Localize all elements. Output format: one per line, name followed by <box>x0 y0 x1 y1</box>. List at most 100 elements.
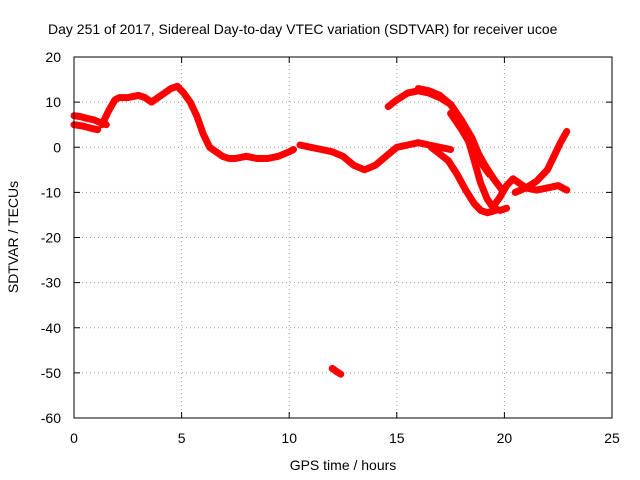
data-point <box>544 166 551 173</box>
data-point <box>111 96 118 103</box>
data-series-track-11 <box>328 364 345 378</box>
data-point <box>404 90 411 97</box>
data-point <box>135 92 142 99</box>
data-point <box>462 187 469 194</box>
data-point <box>484 196 491 203</box>
data-point <box>516 180 523 187</box>
data-point <box>98 121 105 128</box>
grid-layer <box>74 57 612 418</box>
data-point <box>415 85 422 92</box>
x-tick-label: 0 <box>70 430 78 446</box>
data-point <box>340 153 346 160</box>
data-point <box>232 155 239 162</box>
y-tick-label: -10 <box>41 184 61 200</box>
data-point <box>318 146 325 153</box>
y-tick-label: -60 <box>41 410 61 426</box>
data-point <box>533 187 540 194</box>
data-point <box>471 200 478 207</box>
data-point <box>77 113 84 120</box>
data-point <box>79 123 86 130</box>
data-point <box>337 371 344 378</box>
y-tick-label: -20 <box>41 230 61 246</box>
data-point <box>253 155 260 162</box>
y-tick-label: -30 <box>41 275 61 291</box>
ticks-layer: 0 5 10 15 20 25 -60 -50 -40 -30 -20 -10 0 10 20 <box>41 49 620 446</box>
data-point <box>206 144 213 151</box>
chart-title: Day 251 of 2017, Sidereal Day-to-day VTE… <box>48 21 558 37</box>
data-point <box>180 90 187 97</box>
x-tick-label: 25 <box>604 430 620 446</box>
data-point <box>105 108 112 115</box>
data-point <box>307 144 314 151</box>
data-point <box>200 130 207 137</box>
x-tick-label: 10 <box>281 430 297 446</box>
data-point <box>533 178 540 185</box>
y-axis-label: SDTVAR / TECUs <box>5 181 21 293</box>
data-point <box>555 182 562 189</box>
data-point <box>510 175 517 182</box>
data-point <box>361 166 368 173</box>
data-series-track-4 <box>296 139 455 174</box>
y-tick-label: -50 <box>41 365 61 381</box>
y-tick-label: 10 <box>45 94 61 110</box>
data-point <box>490 175 497 182</box>
data-point <box>404 141 411 148</box>
data-point <box>454 171 461 178</box>
data-point <box>484 209 491 216</box>
data-point <box>264 155 271 162</box>
data-point <box>154 94 161 101</box>
data-point <box>503 205 510 212</box>
data-point <box>426 87 433 94</box>
data-point <box>290 146 297 153</box>
y-tick-label: 0 <box>53 139 61 155</box>
data-point <box>286 148 293 155</box>
data-point <box>174 83 181 90</box>
data-point <box>148 99 155 106</box>
data-point <box>497 193 504 200</box>
points-layer <box>70 82 571 378</box>
data-point <box>142 94 149 101</box>
y-tick-label: 20 <box>45 49 61 65</box>
data-point <box>333 368 340 375</box>
data-point <box>486 171 493 178</box>
data-point <box>116 94 123 101</box>
data-point <box>83 115 90 122</box>
data-point <box>522 184 529 191</box>
data-point <box>243 153 250 160</box>
series-trace <box>70 121 102 134</box>
data-point <box>447 110 454 117</box>
x-tick-label: 5 <box>178 430 186 446</box>
data-point <box>477 180 484 187</box>
data-point <box>94 126 101 133</box>
data-point <box>329 365 336 372</box>
data-point <box>161 90 168 97</box>
data-point <box>124 94 131 101</box>
data-series-track-10 <box>511 128 571 196</box>
x-axis-label: GPS time / hours <box>290 457 397 473</box>
data-point <box>393 96 400 103</box>
data-point <box>167 85 174 92</box>
data-point <box>193 112 200 119</box>
data-point <box>445 157 452 164</box>
data-point <box>436 151 443 158</box>
data-point <box>469 144 476 151</box>
data-point <box>225 155 232 162</box>
data-point <box>428 144 435 151</box>
data-point <box>550 153 557 160</box>
data-point <box>563 187 570 194</box>
data-point <box>447 101 454 108</box>
data-point <box>479 162 486 169</box>
data-point <box>187 99 194 106</box>
data-point <box>557 139 564 146</box>
x-tick-label: 15 <box>389 430 405 446</box>
data-point <box>503 182 510 189</box>
data-point <box>490 202 497 209</box>
data-point <box>458 126 465 133</box>
y-tick-label: -40 <box>41 320 61 336</box>
data-point <box>393 144 400 151</box>
data-point <box>477 207 484 214</box>
data-point <box>415 139 422 146</box>
data-point <box>329 148 336 155</box>
x-tick-label: 20 <box>497 430 513 446</box>
